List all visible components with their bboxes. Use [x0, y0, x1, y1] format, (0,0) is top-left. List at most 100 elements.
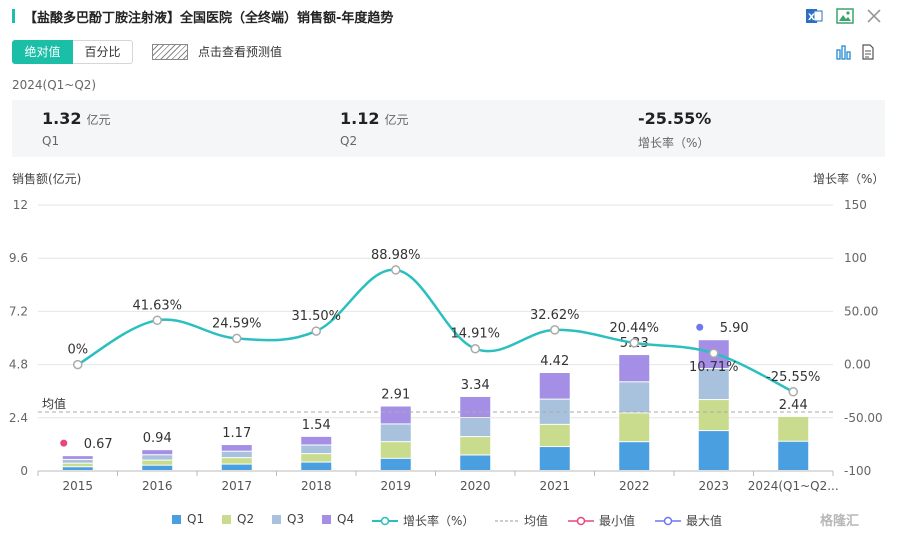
- y-right-tick-label: -50.00: [844, 411, 883, 425]
- growth-point: [550, 325, 560, 335]
- legend-max[interactable]: 最大值: [655, 512, 722, 529]
- legend-min[interactable]: 最小值: [568, 512, 635, 529]
- legend-q1[interactable]: Q1: [172, 512, 204, 526]
- total-label: 0.67: [84, 437, 113, 452]
- legend-q2-label: Q2: [237, 512, 255, 526]
- growth-point: [73, 359, 83, 370]
- tab-percentage[interactable]: 百分比: [73, 40, 133, 64]
- growth-label: 20.44%: [609, 321, 659, 336]
- chart-legend: Q1 Q2 Q3 Q4 增长率（%） 均值 最小值: [0, 512, 900, 530]
- bar-q2: [698, 400, 729, 431]
- summary-q1-unit: 亿元: [86, 113, 111, 127]
- summary-q2-unit: 亿元: [384, 113, 409, 127]
- x-tick-label: 2016: [142, 479, 173, 493]
- close-icon[interactable]: [864, 6, 884, 26]
- bar-q3: [142, 455, 173, 460]
- bar-q2: [301, 454, 332, 462]
- bar-q3: [619, 382, 650, 413]
- bar-q1: [62, 467, 93, 470]
- title-accent: [12, 9, 15, 23]
- bar-q2: [62, 463, 93, 467]
- bar-q1: [460, 455, 491, 470]
- bar-q2: [142, 460, 173, 465]
- total-label: 1.17: [222, 426, 251, 441]
- legend-mean-label: 均值: [524, 514, 549, 528]
- growth-label: 41.63%: [132, 298, 182, 313]
- total-label: 2.44: [779, 398, 808, 413]
- bar-q2: [778, 416, 809, 441]
- y-right-tick-label: 100: [844, 251, 867, 265]
- forecast-toggle[interactable]: 点击查看预测值: [152, 43, 282, 60]
- total-label: 2.91: [381, 387, 410, 402]
- legend-q3[interactable]: Q3: [272, 512, 304, 526]
- tab-absolute[interactable]: 绝对值: [12, 40, 73, 64]
- growth-label: -25.55%: [766, 370, 820, 385]
- bar-q3: [698, 369, 729, 400]
- watermark-logo: 格隆汇: [820, 514, 860, 529]
- sales-chart: 0 -100 2.4 -50.00 4.8 0.00 7.2 50.00 9.6 100 12 150…: [9, 198, 883, 493]
- bar-q3: [380, 424, 411, 442]
- summary-q1: 1.32 亿元 Q1: [42, 109, 111, 148]
- legend-min-icon: [568, 516, 594, 525]
- x-tick-label: 2023: [698, 479, 729, 493]
- bar-q4: [460, 396, 491, 418]
- legend-q1-swatch: [172, 514, 181, 524]
- bar-q4: [619, 355, 650, 382]
- bar-q1: [698, 431, 729, 470]
- bar-q1: [142, 465, 173, 470]
- growth-label: 31.50%: [291, 309, 341, 324]
- x-tick-label: 2021: [539, 479, 570, 493]
- excel-export-icon[interactable]: X: [804, 6, 824, 26]
- growth-point: [391, 265, 401, 275]
- bar-chart-icon[interactable]: [836, 44, 852, 60]
- bar-q2: [380, 442, 411, 458]
- legend-growth[interactable]: 增长率（%）: [372, 512, 474, 529]
- x-tick-label: 2015: [62, 479, 93, 493]
- bar-q1: [221, 464, 252, 470]
- legend-growth-icon: [372, 516, 398, 525]
- total-label: 0.94: [143, 431, 172, 446]
- bar-q4: [539, 373, 570, 399]
- growth-point: [152, 315, 162, 326]
- bar-q1: [380, 458, 411, 470]
- y-axis-title: 销售额(亿元): [12, 172, 82, 186]
- total-label: 1.54: [302, 418, 331, 433]
- bar-q4: [301, 436, 332, 445]
- forecast-hatch-icon: [152, 43, 188, 60]
- summary-q2-value: 1.12: [340, 109, 380, 128]
- table-view-icon[interactable]: [860, 44, 876, 60]
- total-label: 4.42: [540, 354, 569, 369]
- legend-q4[interactable]: Q4: [322, 512, 354, 526]
- legend-q3-label: Q3: [287, 512, 305, 526]
- bar-q4: [221, 445, 252, 451]
- bar-q3: [301, 445, 332, 454]
- bar-q1: [539, 447, 570, 470]
- x-tick-label: 2024(Q1~Q2...: [748, 479, 839, 493]
- bar-q3: [62, 459, 93, 463]
- legend-q2[interactable]: Q2: [222, 512, 254, 526]
- x-tick-label: 2019: [380, 479, 411, 493]
- bar-q2: [460, 437, 491, 455]
- legend-growth-label: 增长率（%）: [403, 514, 475, 528]
- growth-label: 24.59%: [212, 316, 262, 331]
- y-right-tick-label: -100: [844, 464, 871, 478]
- x-tick-label: 2020: [460, 479, 491, 493]
- growth-point: [629, 338, 639, 348]
- growth-point: [709, 348, 719, 358]
- bar-q1: [301, 462, 332, 470]
- legend-q3-swatch: [272, 514, 281, 524]
- growth-label: 0%: [67, 343, 88, 358]
- y-axis-right-title: 增长率（%）: [813, 172, 885, 186]
- bar-q2: [221, 458, 252, 464]
- x-tick-label: 2022: [619, 479, 650, 493]
- legend-q4-swatch: [322, 514, 331, 524]
- bar-q3: [221, 451, 252, 458]
- y-right-tick-label: 150: [844, 198, 867, 212]
- image-export-icon[interactable]: [835, 6, 855, 26]
- summary-q1-label: Q1: [42, 134, 60, 148]
- legend-mean[interactable]: 均值: [495, 512, 548, 529]
- mean-label: 均值: [42, 396, 66, 411]
- y-tick-label: 12: [13, 198, 28, 212]
- y-tick-label: 2.4: [9, 411, 28, 425]
- summary-growth-value: -25.55%: [638, 109, 712, 128]
